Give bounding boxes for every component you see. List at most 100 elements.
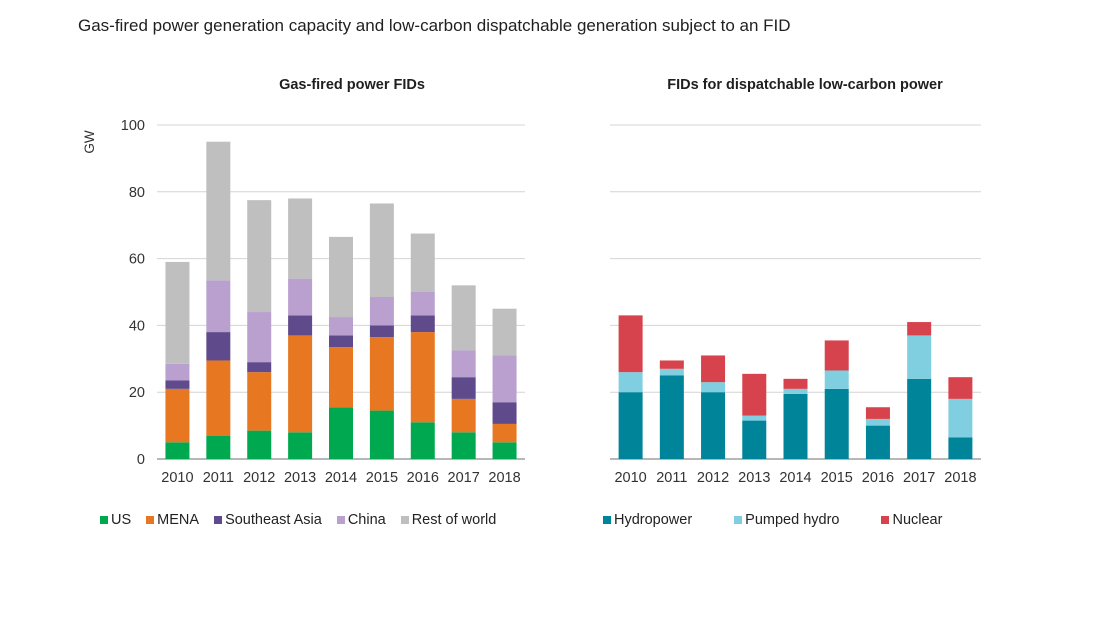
lowcarbon-chart-title: FIDs for dispatchable low-carbon power — [667, 77, 943, 93]
lowcarbon-bar-nuclear-2016 — [865, 407, 890, 419]
gas-x-tick-label: 2012 — [243, 470, 275, 486]
gas-x-tick-label: 2017 — [448, 470, 480, 486]
gas-x-tick-label: 2014 — [325, 470, 357, 486]
gas-y-tick-label: 100 — [121, 118, 145, 134]
gas-legend-item-china: China — [336, 512, 386, 528]
gas-bar-us-2017 — [451, 432, 476, 459]
lowcarbon-x-tick-label: 2014 — [779, 470, 811, 486]
lowcarbon-bar-pumped-hydro-2015 — [824, 370, 849, 389]
gas-bar-mena-2015 — [369, 337, 394, 411]
gas-bar-china-2016 — [410, 292, 435, 316]
gas-bar-china-2018 — [492, 355, 517, 403]
lowcarbon-bar-hydropower-2011 — [659, 375, 684, 459]
gas-legend-swatch-mena — [146, 516, 155, 524]
gas-bar-rest-of-world-2015 — [369, 203, 394, 298]
gas-bar-china-2015 — [369, 297, 394, 326]
lowcarbon-x-tick-label: 2018 — [944, 470, 976, 486]
lowcarbon-x-tick-label: 2015 — [821, 470, 853, 486]
gas-bar-southeast-asia-2012 — [247, 362, 272, 373]
lowcarbon-legend: Hydropower Pumped hydro Nuclear — [603, 512, 984, 528]
gas-x-tick-label: 2016 — [407, 470, 439, 486]
lowcarbon-bar-hydropower-2013 — [742, 420, 767, 459]
gas-bar-mena-2010 — [165, 388, 190, 443]
lowcarbon-bar-pumped-hydro-2012 — [701, 382, 726, 393]
gas-x-tick-label: 2018 — [488, 470, 520, 486]
lowcarbon-bar-pumped-hydro-2018 — [948, 398, 973, 438]
gas-bar-us-2018 — [492, 442, 517, 459]
gas-bar-rest-of-world-2016 — [410, 233, 435, 292]
gas-bar-southeast-asia-2017 — [451, 377, 476, 399]
gas-bar-southeast-asia-2010 — [165, 380, 190, 389]
gas-bar-southeast-asia-2018 — [492, 402, 517, 424]
lowcarbon-bar-nuclear-2015 — [824, 340, 849, 371]
gas-bar-mena-2014 — [329, 347, 353, 408]
lowcarbon-bar-hydropower-2014 — [783, 393, 808, 459]
lowcarbon-legend-item-nuclear: Nuclear — [881, 512, 942, 528]
gas-legend-item-southeast-asia: Southeast Asia — [214, 512, 322, 528]
gas-bar-us-2010 — [165, 442, 190, 459]
lowcarbon-legend-label-pumped-hydro: Pumped hydro — [745, 512, 840, 528]
gas-y-tick-label: 0 — [137, 452, 145, 468]
lowcarbon-bar-hydropower-2017 — [907, 378, 932, 459]
lowcarbon-bar-pumped-hydro-2011 — [659, 368, 684, 376]
gas-legend-item-mena: MENA — [146, 512, 199, 528]
lowcarbon-bar-nuclear-2011 — [659, 360, 684, 369]
gas-bar-southeast-asia-2011 — [206, 332, 231, 361]
gas-bar-us-2014 — [329, 407, 353, 459]
gas-bar-rest-of-world-2017 — [451, 285, 476, 351]
gas-legend-swatch-rest-of-world — [400, 516, 409, 524]
lowcarbon-bar-nuclear-2012 — [701, 355, 726, 383]
figure-title: Gas-fired power generation capacity and … — [78, 16, 791, 35]
gas-x-tick-label: 2013 — [284, 470, 316, 486]
lowcarbon-x-tick-label: 2017 — [903, 470, 935, 486]
lowcarbon-bar-hydropower-2018 — [948, 437, 973, 459]
gas-legend-swatch-southeast-asia — [214, 516, 223, 524]
lowcarbon-legend-item-pumped-hydro: Pumped hydro — [734, 512, 839, 528]
gas-bar-rest-of-world-2013 — [288, 198, 313, 279]
gas-bar-southeast-asia-2013 — [288, 315, 313, 336]
gas-bar-mena-2016 — [410, 332, 435, 423]
lowcarbon-bar-hydropower-2016 — [865, 425, 890, 459]
gas-y-axis-label: GW — [82, 130, 97, 154]
gas-bar-southeast-asia-2016 — [410, 315, 435, 333]
lowcarbon-x-tick-label: 2016 — [862, 470, 894, 486]
lowcarbon-bar-pumped-hydro-2013 — [742, 415, 767, 421]
gas-bar-rest-of-world-2012 — [247, 200, 272, 313]
gas-bar-southeast-asia-2014 — [329, 335, 353, 348]
lowcarbon-bar-pumped-hydro-2017 — [907, 335, 932, 379]
lowcarbon-bar-pumped-hydro-2016 — [865, 418, 890, 426]
gas-bar-us-2011 — [206, 435, 231, 459]
gas-bar-china-2011 — [206, 280, 231, 333]
gas-legend-label-rest-of-world: Rest of world — [411, 512, 497, 528]
lowcarbon-bar-nuclear-2018 — [948, 377, 973, 399]
gas-bar-southeast-asia-2015 — [369, 325, 394, 338]
lowcarbon-bar-hydropower-2010 — [618, 392, 643, 459]
gas-legend-item-us: US — [100, 512, 131, 528]
gas-bar-mena-2012 — [247, 372, 272, 431]
gas-bar-us-2012 — [247, 430, 272, 459]
gas-legend-label-mena: MENA — [157, 512, 200, 528]
lowcarbon-x-tick-label: 2012 — [697, 470, 729, 486]
gas-bar-china-2014 — [329, 317, 353, 336]
gas-bar-mena-2018 — [492, 423, 517, 443]
gas-y-tick-label: 20 — [129, 385, 145, 401]
gas-bar-us-2013 — [288, 432, 313, 459]
lowcarbon-bar-nuclear-2017 — [907, 322, 932, 336]
gas-bar-rest-of-world-2018 — [492, 308, 517, 356]
gas-bar-rest-of-world-2014 — [329, 236, 353, 318]
gas-chart-title: Gas-fired power FIDs — [279, 77, 425, 93]
gas-legend-label-southeast-asia: Southeast Asia — [225, 512, 322, 528]
gas-legend: US MENA Southeast Asia China Rest of world — [100, 512, 511, 528]
gas-legend-item-rest-of-world: Rest of world — [400, 512, 497, 528]
lowcarbon-bar-nuclear-2013 — [742, 373, 767, 416]
lowcarbon-legend-swatch-hydropower — [603, 516, 611, 524]
lowcarbon-x-tick-label: 2013 — [738, 470, 770, 486]
lowcarbon-legend-item-hydropower: Hydropower — [603, 512, 692, 528]
gas-y-tick-label: 40 — [129, 318, 145, 334]
gas-bar-rest-of-world-2011 — [206, 141, 231, 281]
lowcarbon-bar-pumped-hydro-2010 — [618, 372, 643, 393]
lowcarbon-bar-hydropower-2015 — [824, 388, 849, 459]
gas-y-tick-label: 80 — [129, 185, 145, 201]
gas-bar-china-2010 — [165, 363, 190, 381]
